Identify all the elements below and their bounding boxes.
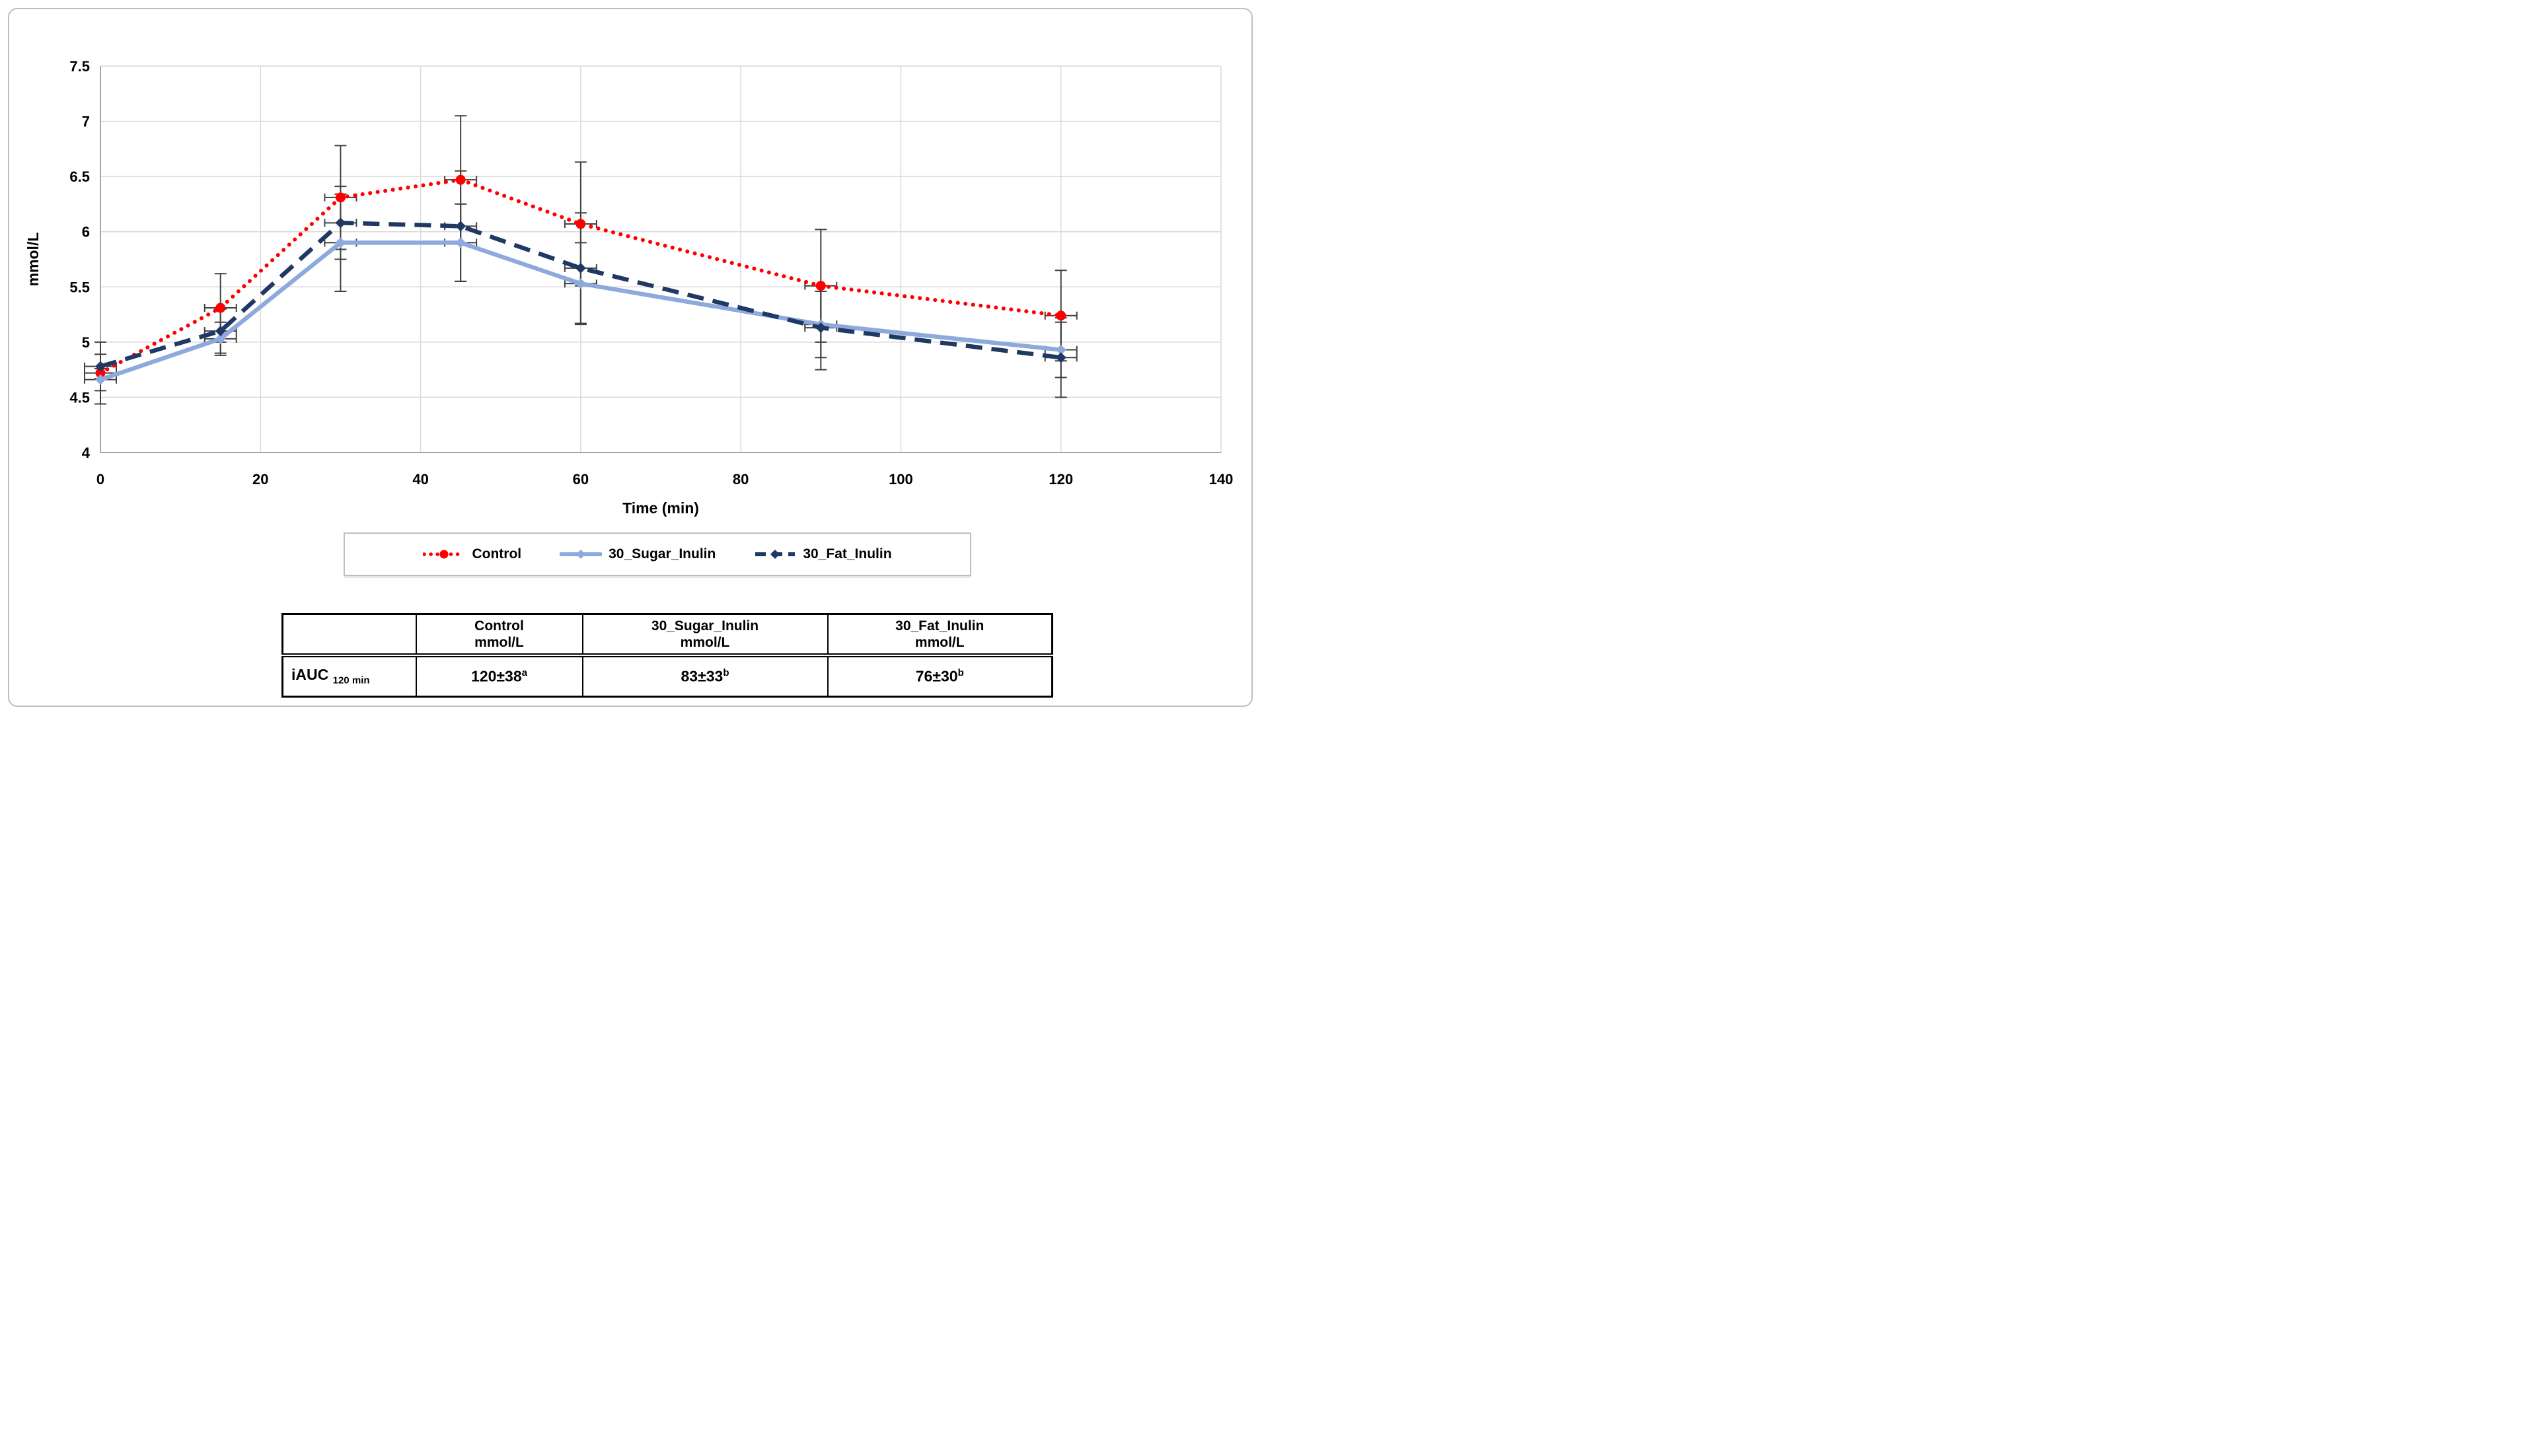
data-point-marker — [335, 217, 346, 229]
legend-swatch-dashed-line — [755, 550, 796, 559]
data-point-marker — [815, 281, 826, 291]
table-header-sugar-inulin: 30_Sugar_Inulin mmol/L — [581, 613, 829, 657]
y-tick-label: 5.5 — [69, 279, 90, 295]
data-point-marker — [95, 374, 106, 385]
data-point-marker — [815, 322, 827, 334]
data-point-marker — [455, 237, 466, 248]
legend-swatch-solid-line — [560, 550, 603, 559]
data-point-marker — [95, 368, 106, 379]
x-tick-label: 80 — [733, 471, 749, 488]
data-point-marker — [215, 326, 226, 337]
table-header-row: Control mmol/L 30_Sugar_Inulin mmol/L 30… — [281, 613, 1053, 657]
x-tick-label: 100 — [889, 471, 913, 488]
x-tick-label: 60 — [573, 471, 589, 488]
legend-item-control: Control — [423, 546, 521, 562]
table-header-fat-inulin: 30_Fat_Inulin mmol/L — [827, 613, 1053, 657]
legend-label: 30_Sugar_Inulin — [609, 546, 716, 562]
data-point-marker — [1056, 310, 1066, 321]
data-point-marker — [1055, 344, 1066, 355]
data-point-marker — [215, 303, 226, 313]
data-point-marker — [215, 333, 226, 344]
data-point-marker — [335, 192, 346, 203]
table-data-row: iAUC 120 min 120±38a 83±33b 76±30b — [281, 655, 1053, 698]
y-tick-label: 4 — [82, 445, 91, 461]
table-header-control: Control mmol/L — [415, 613, 583, 657]
chart-legend: Control 30_Sugar_Inulin 30_Fat_Inulin — [344, 532, 971, 576]
data-point-marker — [455, 221, 466, 232]
figure-page: 4 4.5 5 5.5 6 6.5 7 7.5 0 20 40 60 80 100 120 140 Time (… — [0, 0, 1262, 728]
legend-swatch-dotted-line — [423, 550, 466, 559]
data-point-marker — [575, 278, 586, 289]
data-point-marker — [335, 237, 346, 248]
x-tick-label: 120 — [1049, 471, 1073, 488]
gridlines — [100, 65, 1222, 453]
iauc-value-control: 120±38a — [415, 655, 583, 698]
data-point-marker — [455, 174, 466, 185]
y-tick-label: 7.5 — [69, 58, 90, 75]
legend-label: 30_Fat_Inulin — [803, 546, 892, 562]
y-tick-label: 6.5 — [69, 168, 90, 185]
data-point-marker — [575, 219, 586, 229]
legend-label: Control — [472, 546, 522, 562]
y-axis-title: mmol/L — [24, 233, 42, 287]
y-tick-label: 4.5 — [69, 389, 90, 406]
axes — [100, 66, 1221, 453]
table-header-empty — [281, 613, 417, 657]
x-tick-label: 40 — [412, 471, 428, 488]
iauc-value-fat-inulin: 76±30b — [827, 655, 1053, 698]
y-tick-label: 6 — [82, 224, 90, 240]
data-point-marker — [575, 262, 586, 273]
tick-labels: 4 4.5 5 5.5 6 6.5 7 7.5 0 20 40 60 80 100 120 140 — [69, 58, 1233, 488]
legend-item-30-sugar-inulin: 30_Sugar_Inulin — [560, 546, 716, 562]
x-tick-label: 140 — [1209, 471, 1234, 488]
data-point-marker — [1055, 352, 1066, 363]
x-axis-title: Time (min) — [622, 499, 699, 517]
x-tick-label: 20 — [252, 471, 268, 488]
iauc-value-sugar-inulin: 83±33b — [581, 655, 829, 698]
y-tick-label: 5 — [82, 334, 90, 351]
iauc-row-label: iAUC 120 min — [281, 655, 417, 698]
iauc-table: Control mmol/L 30_Sugar_Inulin mmol/L 30… — [281, 613, 1053, 698]
data-point-marker — [95, 361, 106, 372]
x-tick-label: 0 — [96, 471, 104, 488]
legend-item-30-fat-inulin: 30_Fat_Inulin — [754, 546, 892, 562]
glucose-line-chart: 4 4.5 5 5.5 6 6.5 7 7.5 0 20 40 60 80 100 120 140 Time (… — [24, 58, 1233, 517]
series-30-fat-inulin — [95, 217, 1066, 372]
series-control — [95, 174, 1066, 379]
y-tick-label: 7 — [82, 114, 90, 130]
